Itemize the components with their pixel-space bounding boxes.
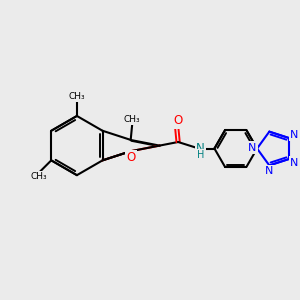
Text: N: N — [290, 158, 299, 167]
Text: O: O — [127, 151, 136, 164]
Text: H: H — [196, 150, 204, 160]
Text: CH₃: CH₃ — [124, 115, 140, 124]
Text: CH₃: CH₃ — [69, 92, 85, 100]
Text: CH₃: CH₃ — [30, 172, 47, 182]
Text: N: N — [248, 142, 256, 153]
Text: O: O — [173, 114, 182, 127]
Text: N: N — [290, 130, 299, 140]
Text: N: N — [265, 166, 273, 176]
Text: N: N — [196, 142, 205, 155]
